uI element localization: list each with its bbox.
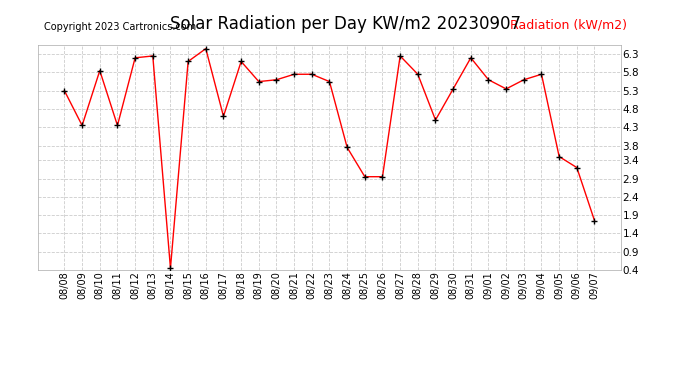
Text: Radiation (kW/m2): Radiation (kW/m2) (510, 18, 627, 32)
Text: Copyright 2023 Cartronics.com: Copyright 2023 Cartronics.com (43, 21, 196, 32)
Text: Solar Radiation per Day KW/m2 20230907: Solar Radiation per Day KW/m2 20230907 (170, 15, 520, 33)
